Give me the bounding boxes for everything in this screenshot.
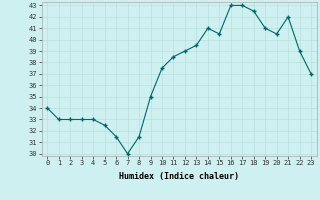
X-axis label: Humidex (Indice chaleur): Humidex (Indice chaleur) (119, 172, 239, 181)
